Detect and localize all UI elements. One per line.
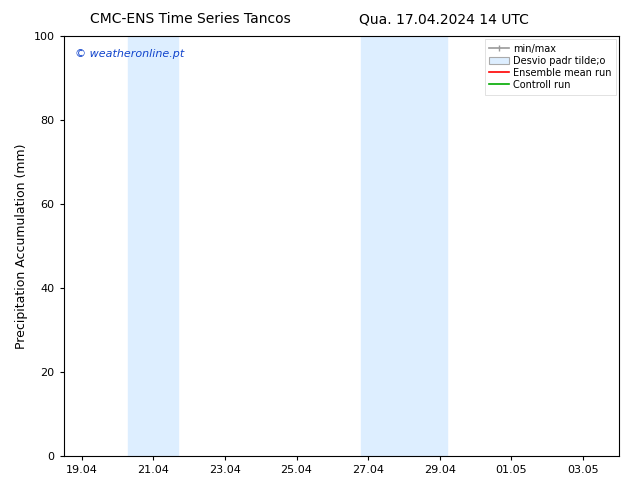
Bar — [128, 36, 178, 456]
Text: Qua. 17.04.2024 14 UTC: Qua. 17.04.2024 14 UTC — [359, 12, 529, 26]
Y-axis label: Precipitation Accumulation (mm): Precipitation Accumulation (mm) — [15, 143, 28, 349]
Legend: min/max, Desvio padr tilde;o, Ensemble mean run, Controll run: min/max, Desvio padr tilde;o, Ensemble m… — [484, 39, 616, 95]
Text: CMC-ENS Time Series Tancos: CMC-ENS Time Series Tancos — [90, 12, 290, 26]
Bar — [361, 36, 447, 456]
Text: © weatheronline.pt: © weatheronline.pt — [75, 49, 184, 59]
